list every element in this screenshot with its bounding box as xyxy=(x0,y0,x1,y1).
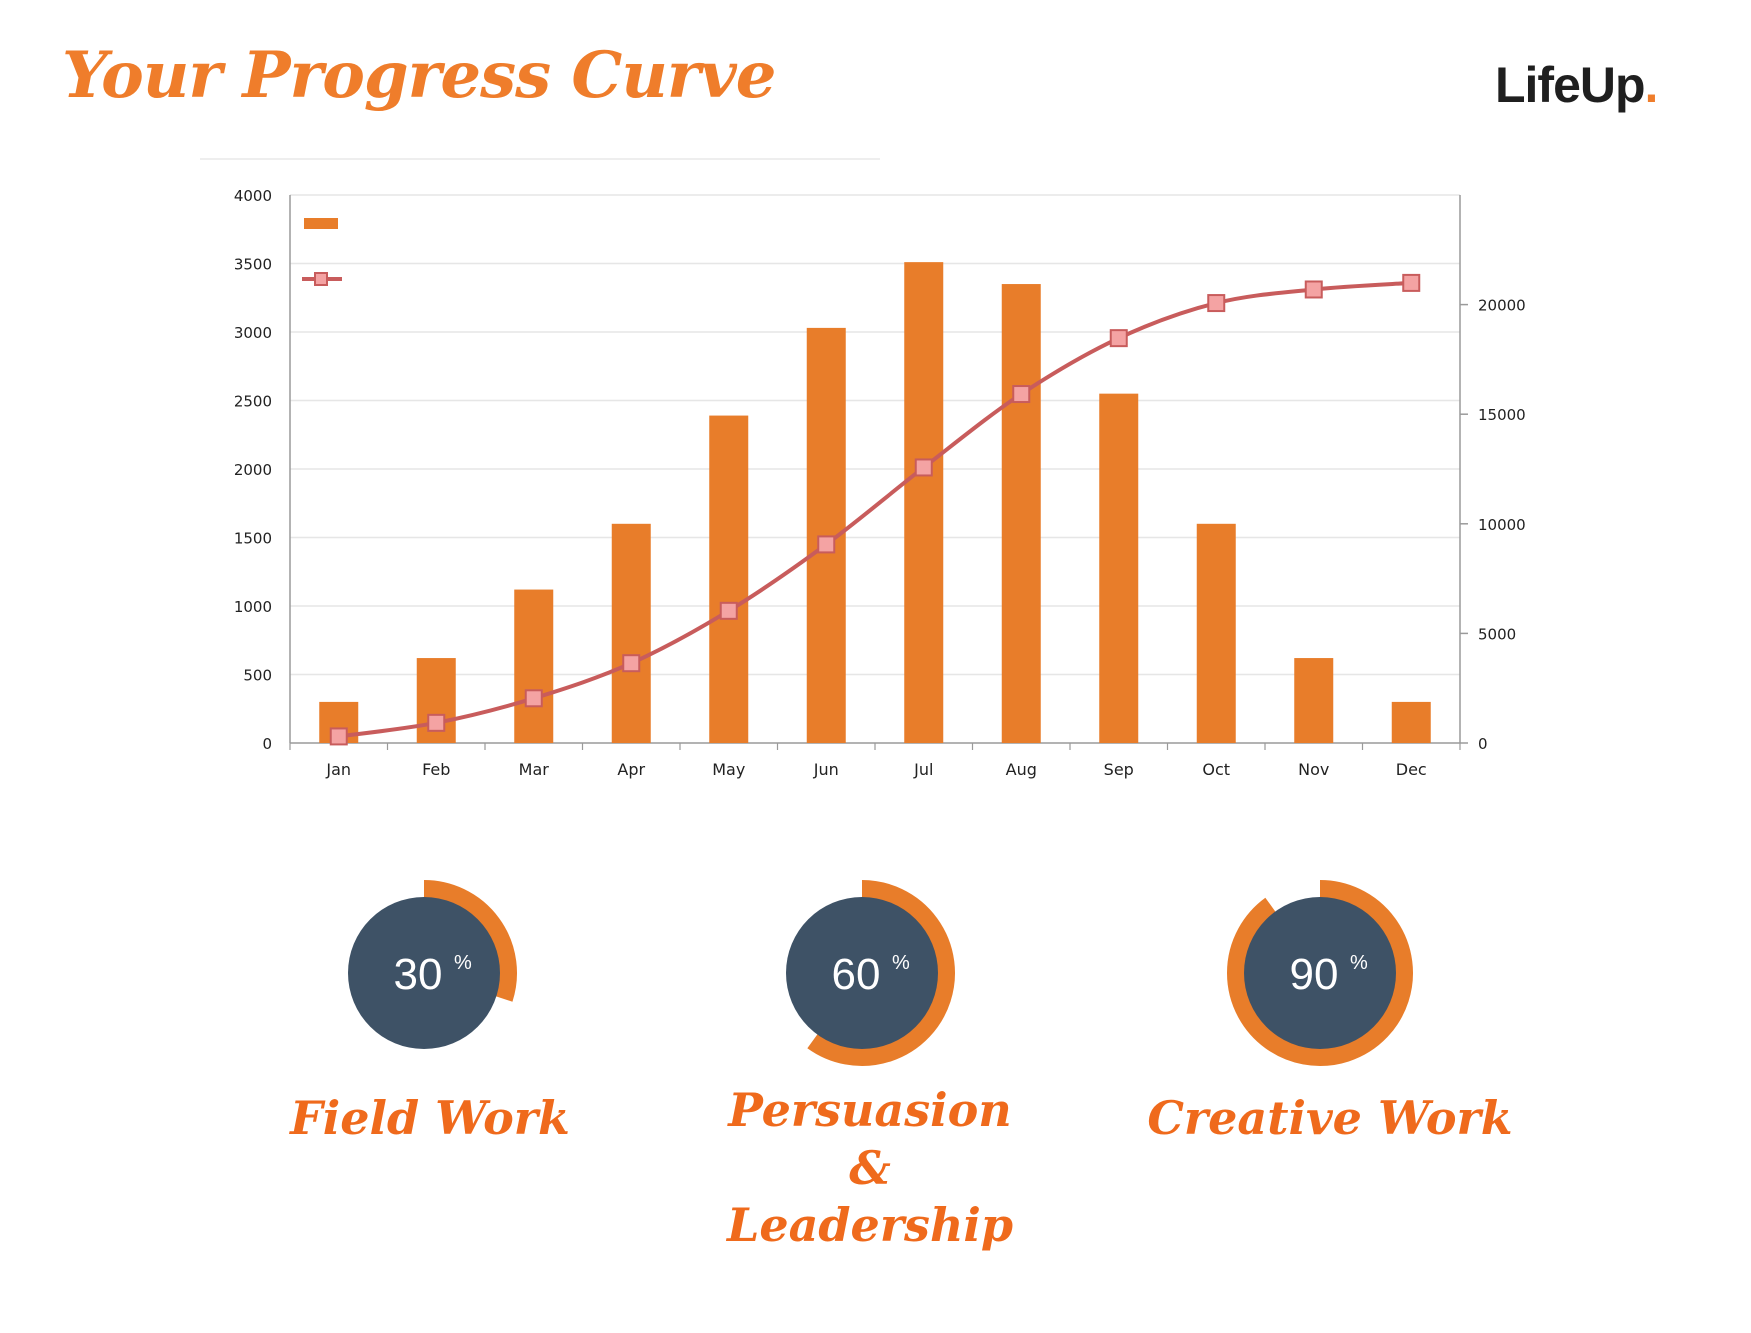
bar xyxy=(611,523,651,743)
line-point xyxy=(1304,280,1323,299)
legend-bar-swatch xyxy=(304,218,338,229)
skill-label-line: Persuasion xyxy=(728,1083,1012,1137)
percent-value: 90 xyxy=(1290,950,1339,999)
skill-ring-graphic: 60% xyxy=(786,880,955,1066)
skill-ring: 90% xyxy=(1210,863,1430,1083)
x-axis-label: Jul xyxy=(913,760,933,779)
progress-disc xyxy=(348,897,500,1049)
progress-disc xyxy=(1244,897,1396,1049)
x-axis-label: Jan xyxy=(325,760,351,779)
skill-label-line: Field Work xyxy=(290,1091,570,1145)
skill-label: Field Work xyxy=(230,1090,630,1148)
line-point xyxy=(524,689,543,708)
percent-sign: % xyxy=(892,952,910,974)
skill-label-line: Leadership xyxy=(726,1198,1014,1252)
bar xyxy=(709,415,749,743)
bar xyxy=(904,262,944,743)
right-axis-tick-label: 20000 xyxy=(1478,297,1526,315)
x-axis-label: May xyxy=(712,760,745,779)
page-title: Your Progress Curve xyxy=(62,38,776,113)
brand-logo: LifeUp. xyxy=(1495,56,1659,114)
progress-chart: 0 500 1000 1500 2000 2500 3000 3500 4000 0 5000 100… xyxy=(234,187,1526,779)
skill-ring: 30% xyxy=(314,863,534,1083)
bar xyxy=(1099,393,1139,743)
progress-arc xyxy=(1227,880,1413,1066)
x-axis-label: Jun xyxy=(813,760,839,779)
line-point xyxy=(817,535,836,554)
progress-arc xyxy=(807,880,955,1066)
line-point xyxy=(1207,294,1226,313)
right-axis-tick-label: 10000 xyxy=(1478,516,1526,534)
left-axis-tick-label: 3500 xyxy=(234,256,272,274)
line-point xyxy=(622,654,641,673)
left-axis-tick-label: 3000 xyxy=(234,324,272,342)
progress-arc xyxy=(423,880,517,1002)
percent-value: 60 xyxy=(832,950,881,999)
skill-ring-graphic: 30% xyxy=(348,880,517,1049)
right-axis-tick-label: 15000 xyxy=(1478,406,1526,424)
percent-sign: % xyxy=(1350,952,1368,974)
bar xyxy=(1196,523,1236,743)
x-axis-label: Feb xyxy=(422,760,450,779)
title-divider xyxy=(200,158,880,160)
line-point xyxy=(1402,273,1421,292)
left-axis-tick-label: 1000 xyxy=(234,598,272,616)
line-series xyxy=(338,280,1412,739)
x-axis-label: Nov xyxy=(1298,760,1329,779)
left-axis-tick-label: 2000 xyxy=(234,461,272,479)
skill-ring-graphic: 90% xyxy=(1227,880,1413,1066)
legend-line-marker xyxy=(314,272,328,286)
logo-text: LifeUp xyxy=(1495,57,1646,113)
skill-label: Creative Work xyxy=(1130,1090,1530,1148)
line-point xyxy=(427,713,446,732)
x-axis-label: Sep xyxy=(1104,760,1134,779)
line-point xyxy=(1109,329,1128,348)
right-axis-tick-label: 0 xyxy=(1478,735,1488,753)
line-point xyxy=(914,458,933,477)
skill-label-line: & xyxy=(849,1140,891,1195)
x-axis-label: Apr xyxy=(617,760,645,779)
x-axis-label: Aug xyxy=(1006,760,1037,779)
x-axis-label: Mar xyxy=(519,760,550,779)
line-point xyxy=(1012,385,1031,404)
percent-sign: % xyxy=(454,952,472,974)
left-axis-tick-label: 0 xyxy=(262,735,272,753)
bar xyxy=(1294,658,1334,743)
bar xyxy=(514,589,554,743)
logo-dot: . xyxy=(1644,57,1659,113)
skill-ring: 60% xyxy=(752,863,972,1083)
right-axis-tick-label: 5000 xyxy=(1478,625,1516,643)
skill-label-line: Creative Work xyxy=(1147,1091,1513,1145)
progress-disc xyxy=(786,897,938,1049)
line-point xyxy=(719,601,738,620)
left-axis-tick-label: 2500 xyxy=(234,393,272,411)
left-axis-tick-label: 1500 xyxy=(234,530,272,548)
left-axis-tick-label: 4000 xyxy=(234,187,272,205)
percent-value: 30 xyxy=(394,950,443,999)
skill-label: Persuasion & Leadership xyxy=(670,1082,1070,1255)
line-point xyxy=(329,727,348,746)
x-axis-label: Oct xyxy=(1202,760,1230,779)
bar xyxy=(1001,284,1041,743)
bar xyxy=(1391,701,1431,743)
left-axis-tick-label: 500 xyxy=(243,667,272,685)
x-axis-label: Dec xyxy=(1396,760,1427,779)
